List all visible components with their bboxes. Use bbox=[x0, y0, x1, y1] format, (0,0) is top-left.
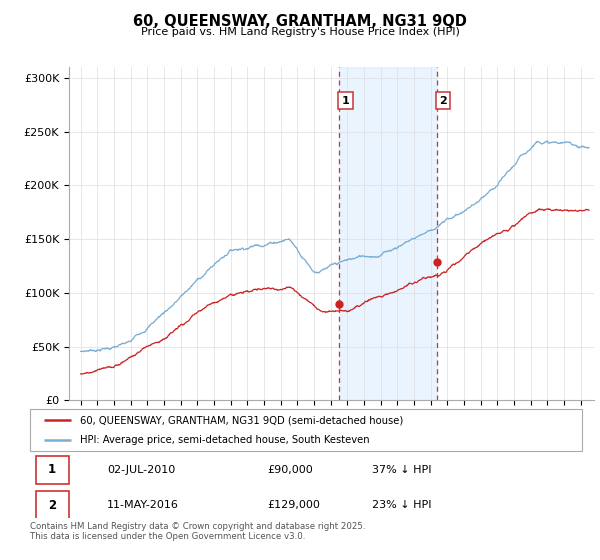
Bar bbox=[339, 67, 437, 400]
Text: 2: 2 bbox=[439, 96, 447, 105]
Text: 37% ↓ HPI: 37% ↓ HPI bbox=[372, 465, 432, 475]
Text: 60, QUEENSWAY, GRANTHAM, NG31 9QD: 60, QUEENSWAY, GRANTHAM, NG31 9QD bbox=[133, 14, 467, 29]
Text: 60, QUEENSWAY, GRANTHAM, NG31 9QD (semi-detached house): 60, QUEENSWAY, GRANTHAM, NG31 9QD (semi-… bbox=[80, 415, 403, 425]
Text: 1: 1 bbox=[341, 96, 349, 105]
Text: 1: 1 bbox=[48, 463, 56, 476]
FancyBboxPatch shape bbox=[35, 455, 68, 484]
Text: Contains HM Land Registry data © Crown copyright and database right 2025.
This d: Contains HM Land Registry data © Crown c… bbox=[30, 522, 365, 542]
FancyBboxPatch shape bbox=[30, 409, 582, 451]
Text: £90,000: £90,000 bbox=[268, 465, 313, 475]
Text: 02-JUL-2010: 02-JUL-2010 bbox=[107, 465, 176, 475]
Text: Price paid vs. HM Land Registry's House Price Index (HPI): Price paid vs. HM Land Registry's House … bbox=[140, 27, 460, 37]
Text: 23% ↓ HPI: 23% ↓ HPI bbox=[372, 500, 432, 510]
Text: HPI: Average price, semi-detached house, South Kesteven: HPI: Average price, semi-detached house,… bbox=[80, 435, 370, 445]
Text: 2: 2 bbox=[48, 498, 56, 512]
Text: 11-MAY-2016: 11-MAY-2016 bbox=[107, 500, 179, 510]
Text: £129,000: £129,000 bbox=[268, 500, 320, 510]
FancyBboxPatch shape bbox=[35, 491, 68, 519]
